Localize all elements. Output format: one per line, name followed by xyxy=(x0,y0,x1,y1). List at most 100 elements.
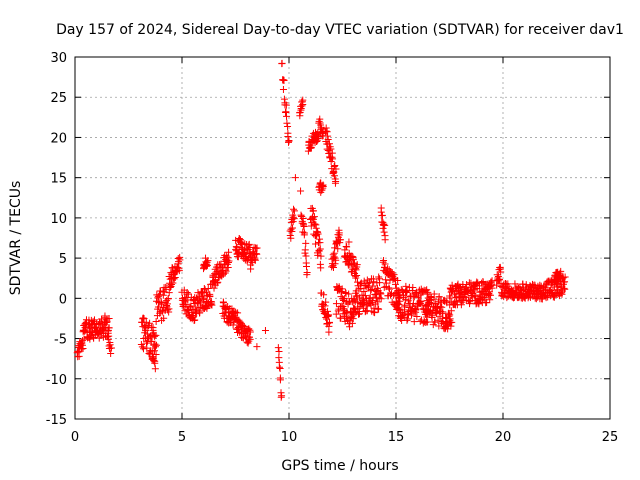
data-point xyxy=(154,294,162,302)
data-point xyxy=(288,228,296,236)
data-point xyxy=(392,284,400,292)
data-point xyxy=(519,280,527,288)
data-point xyxy=(324,311,332,319)
data-point xyxy=(140,314,148,322)
data-point xyxy=(151,347,159,355)
y-tick-label: -10 xyxy=(46,373,67,388)
data-point xyxy=(312,224,320,232)
x-tick-label: 15 xyxy=(388,430,405,445)
data-point xyxy=(360,288,368,296)
data-point xyxy=(329,263,337,271)
data-point xyxy=(357,284,365,292)
data-point xyxy=(391,280,399,288)
data-point xyxy=(331,244,339,252)
data-point xyxy=(317,264,325,272)
data-point xyxy=(344,299,352,307)
data-point xyxy=(152,318,160,326)
data-point xyxy=(175,267,183,275)
data-point xyxy=(290,215,298,223)
data-point xyxy=(386,276,394,284)
data-point xyxy=(163,300,171,308)
data-point xyxy=(107,344,115,352)
x-tick-label: 25 xyxy=(602,430,619,445)
data-point xyxy=(412,305,420,313)
data-point xyxy=(413,313,421,321)
data-point xyxy=(196,297,204,305)
data-point xyxy=(243,338,251,346)
chart-title: Day 157 of 2024, Sidereal Day-to-day VTE… xyxy=(56,22,624,38)
data-point xyxy=(335,231,343,239)
data-point xyxy=(394,276,402,284)
data-point xyxy=(380,256,388,264)
data-point xyxy=(289,224,297,232)
data-point xyxy=(511,280,519,288)
data-point xyxy=(388,269,396,277)
data-point xyxy=(314,230,322,238)
data-point xyxy=(393,289,401,297)
data-point xyxy=(477,293,485,301)
data-point xyxy=(300,229,308,237)
data-point xyxy=(336,236,344,244)
data-point xyxy=(378,211,386,219)
data-point xyxy=(152,343,160,351)
data-point xyxy=(446,294,454,302)
data-point xyxy=(377,208,385,216)
data-point xyxy=(247,265,255,273)
x-tick-label: 0 xyxy=(71,430,79,445)
data-point xyxy=(395,305,403,313)
data-point xyxy=(282,108,290,116)
data-point xyxy=(284,123,292,131)
x-tick-label: 20 xyxy=(495,430,512,445)
data-point xyxy=(345,290,353,298)
data-point xyxy=(140,323,148,331)
data-point xyxy=(165,305,173,313)
y-tick-label: -15 xyxy=(46,413,67,428)
data-point xyxy=(310,213,318,221)
data-point xyxy=(246,335,254,343)
data-point xyxy=(206,292,214,300)
data-point xyxy=(309,207,317,215)
data-point xyxy=(176,256,184,264)
data-point xyxy=(560,284,568,292)
data-point xyxy=(245,325,253,333)
data-point xyxy=(223,260,231,268)
data-point xyxy=(196,309,204,317)
data-point xyxy=(282,101,290,109)
data-point xyxy=(332,300,340,308)
data-point xyxy=(302,239,310,247)
data-point xyxy=(224,259,232,267)
data-point xyxy=(222,267,230,275)
data-point xyxy=(191,316,199,324)
data-point xyxy=(160,314,168,322)
data-point xyxy=(341,246,349,254)
y-tick-label: 15 xyxy=(50,172,67,187)
data-point xyxy=(224,308,232,316)
data-point xyxy=(376,279,384,287)
data-point xyxy=(261,327,269,335)
data-point xyxy=(230,312,238,320)
data-point xyxy=(497,268,505,276)
data-point xyxy=(246,328,254,336)
data-point xyxy=(151,332,159,340)
data-point xyxy=(424,318,432,326)
data-point xyxy=(376,289,384,297)
data-point xyxy=(366,278,374,286)
data-point xyxy=(162,285,170,293)
data-point xyxy=(316,239,324,247)
data-point xyxy=(373,287,381,295)
data-point xyxy=(184,307,192,315)
data-point xyxy=(279,85,287,93)
data-point xyxy=(312,240,320,248)
data-point xyxy=(289,213,297,221)
data-point xyxy=(412,306,420,314)
data-point xyxy=(557,267,565,275)
data-point xyxy=(447,322,455,330)
data-point xyxy=(274,344,282,352)
data-point xyxy=(79,344,87,352)
data-point xyxy=(431,318,439,326)
y-tick-label: 20 xyxy=(50,131,67,146)
data-point xyxy=(374,305,382,313)
data-point xyxy=(290,205,298,213)
data-point xyxy=(319,182,327,190)
